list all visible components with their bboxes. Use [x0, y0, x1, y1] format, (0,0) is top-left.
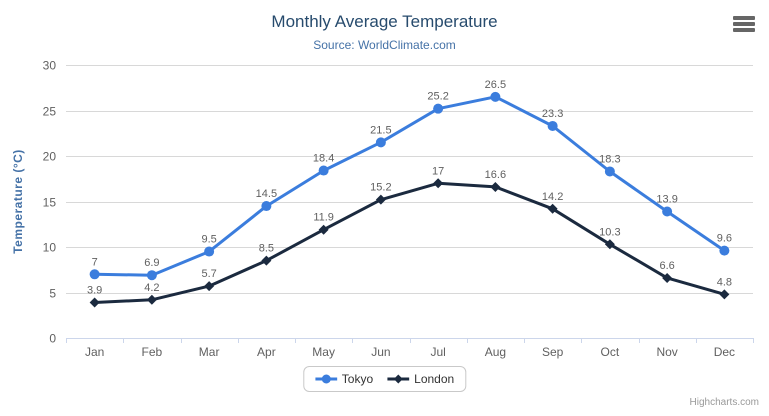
data-label: 26.5 [485, 79, 506, 91]
data-label: 11.9 [313, 212, 334, 224]
data-point-london-may[interactable] [318, 224, 329, 235]
data-label: 16.6 [485, 169, 506, 181]
x-axis-label: Jan [85, 345, 104, 359]
hamburger-bar [733, 28, 755, 32]
data-label: 21.5 [370, 124, 391, 136]
chart-title: Monthly Average Temperature [271, 12, 498, 31]
data-point-london-dec[interactable] [719, 289, 730, 300]
x-axis-label: Aug [485, 345, 506, 359]
data-point-london-aug[interactable] [490, 181, 501, 192]
x-axis-label: Nov [656, 345, 677, 359]
y-axis-title: Temperature (°C) [11, 149, 25, 254]
x-axis-label: Apr [257, 345, 276, 359]
x-axis-label: Dec [714, 345, 735, 359]
data-point-london-jan[interactable] [89, 297, 100, 308]
data-point-tokyo-nov[interactable] [662, 206, 673, 217]
y-axis-label: 10 [43, 241, 57, 255]
y-axis-label: 20 [43, 150, 57, 164]
data-label: 18.4 [313, 153, 334, 165]
data-label: 17 [432, 165, 444, 177]
data-label: 14.5 [256, 188, 277, 200]
data-label: 10.3 [599, 226, 620, 238]
y-axis-label: 0 [49, 332, 56, 346]
data-point-tokyo-mar[interactable] [204, 246, 215, 257]
data-point-tokyo-oct[interactable] [604, 166, 615, 177]
data-point-tokyo-sep[interactable] [547, 120, 558, 131]
diamond-marker-icon [387, 374, 410, 384]
data-label: 25.2 [427, 91, 448, 103]
data-point-tokyo-apr[interactable] [261, 201, 272, 212]
data-point-tokyo-aug[interactable] [490, 91, 501, 102]
data-point-tokyo-jun[interactable] [375, 137, 386, 148]
chart-subtitle: Source: WorldClimate.com [313, 38, 456, 52]
series-line-london [93, 181, 726, 304]
legend-label: London [414, 372, 455, 386]
data-label: 9.6 [717, 233, 732, 245]
data-label: 14.2 [542, 191, 563, 203]
data-point-london-apr[interactable] [261, 255, 272, 266]
data-point-london-jun[interactable] [375, 194, 386, 205]
hamburger-bar [733, 22, 755, 26]
data-label: 4.8 [717, 276, 732, 288]
legend-item-london[interactable]: London [387, 372, 454, 386]
data-point-london-jul[interactable] [433, 178, 444, 189]
x-axis-label: Jul [430, 345, 445, 359]
highcharts-credits[interactable]: Highcharts.com [689, 397, 759, 408]
data-label: 4.2 [144, 282, 159, 294]
data-point-london-sep[interactable] [547, 203, 558, 214]
data-point-tokyo-dec[interactable] [719, 245, 730, 256]
data-point-tokyo-may[interactable] [318, 165, 329, 176]
circle-marker-icon [314, 374, 337, 384]
legend-item-tokyo[interactable]: Tokyo [314, 372, 374, 386]
x-axis-label: Feb [142, 345, 163, 359]
data-point-london-oct[interactable] [604, 239, 615, 250]
series-line-tokyo [93, 95, 726, 277]
x-axis-label: May [312, 345, 335, 359]
data-label: 8.5 [259, 243, 274, 255]
data-label: 13.9 [656, 194, 677, 206]
y-axis-label: 25 [43, 105, 57, 119]
data-label: 6.6 [659, 260, 674, 272]
legend: Tokyo London [302, 366, 467, 392]
x-axis-label: Sep [542, 345, 564, 359]
data-point-tokyo-jul[interactable] [433, 103, 444, 114]
data-point-london-feb[interactable] [146, 294, 157, 305]
x-axis-label: Mar [199, 345, 220, 359]
x-axis-label: Oct [601, 345, 620, 359]
x-axis-label: Jun [371, 345, 390, 359]
hamburger-bar [733, 16, 755, 20]
data-point-tokyo-feb[interactable] [146, 270, 157, 281]
data-point-london-nov[interactable] [662, 272, 673, 283]
y-axis-label: 15 [43, 196, 57, 210]
legend-label: Tokyo [341, 372, 374, 386]
y-axis-label: 30 [43, 59, 57, 73]
data-label: 3.9 [87, 285, 102, 297]
data-point-tokyo-jan[interactable] [89, 269, 100, 280]
data-label: 18.3 [599, 153, 620, 165]
y-axis-label: 5 [49, 287, 56, 301]
hamburger-menu-icon[interactable] [733, 16, 757, 32]
data-label: 5.7 [201, 268, 216, 280]
data-label: 23.3 [542, 108, 563, 120]
data-label: 9.5 [201, 234, 216, 246]
data-label: 15.2 [370, 182, 391, 194]
data-point-london-mar[interactable] [204, 281, 215, 292]
data-label: 6.9 [144, 257, 159, 269]
data-label: 7 [92, 256, 98, 268]
